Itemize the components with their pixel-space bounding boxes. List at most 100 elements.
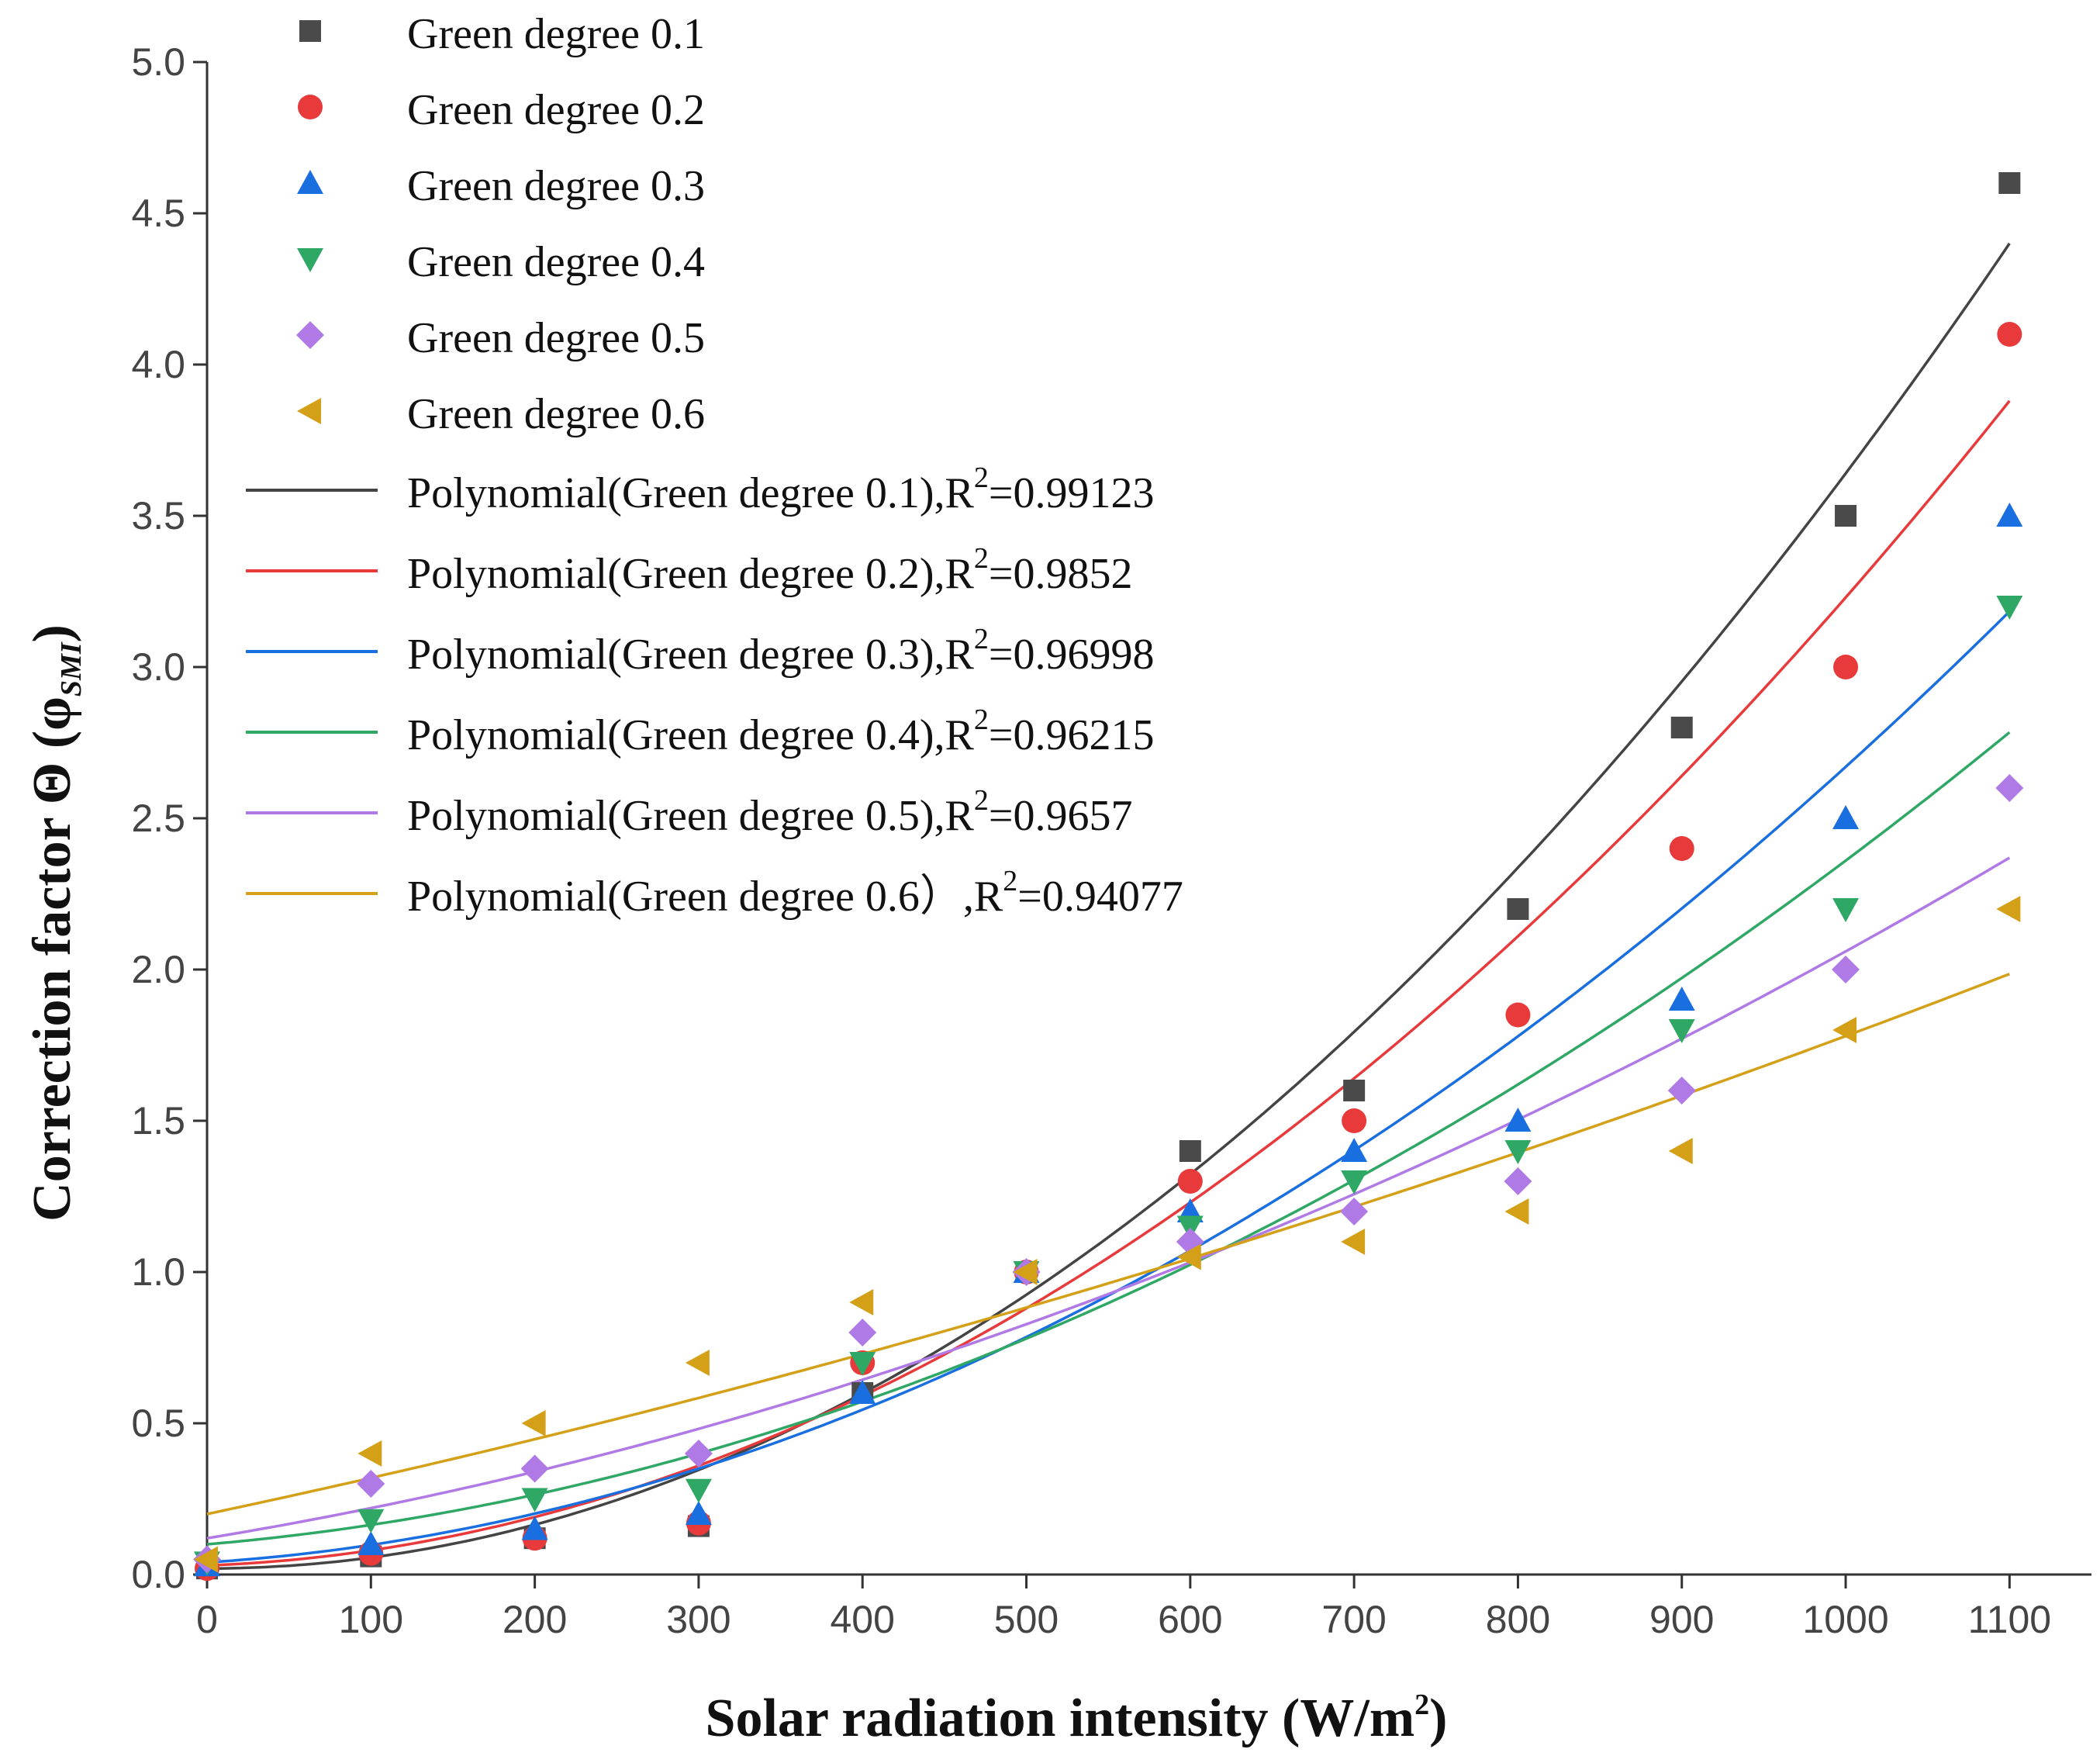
data-point	[848, 1319, 877, 1346]
x-tick-label: 400	[830, 1598, 894, 1641]
legend-label: Green degree 0.2	[407, 86, 705, 134]
data-point	[685, 1350, 710, 1376]
data-point	[1013, 1259, 1038, 1285]
data-point	[1998, 172, 2021, 194]
data-point	[1670, 717, 1693, 738]
y-tick-label: 2.5	[131, 797, 185, 840]
data-point	[849, 1380, 876, 1404]
y-tick-label: 1.5	[131, 1099, 185, 1142]
data-point	[1832, 898, 1860, 922]
data-point	[1504, 1140, 1532, 1164]
data-point	[849, 1289, 874, 1315]
data-point	[357, 1470, 385, 1498]
data-point	[1340, 1198, 1369, 1225]
x-tick-label: 300	[666, 1598, 731, 1641]
data-point	[1835, 505, 1857, 527]
legend-marker	[297, 170, 323, 194]
data-point	[1669, 836, 1694, 861]
legend-label: Green degree 0.4	[407, 238, 705, 286]
fit-lines	[206, 242, 2011, 1570]
legend: Green degree 0.1 Green degree 0.2 Green de…	[246, 10, 1183, 921]
data-point	[1832, 1017, 1857, 1043]
data-point	[1177, 1169, 1203, 1194]
data-point	[685, 1478, 712, 1503]
fit-line	[206, 731, 2011, 1546]
y-tick-label: 5.0	[131, 40, 185, 84]
data-point	[1832, 805, 1860, 829]
x-tick-label: 200	[503, 1598, 567, 1641]
data-point	[1504, 1167, 1532, 1195]
y-tick-label: 4.5	[131, 192, 185, 235]
y-axis-title: Correction factor Θ (φSMI)	[22, 624, 88, 1222]
data-point	[1996, 896, 2021, 922]
y-tick-label: 1.0	[131, 1250, 185, 1294]
legend-label: Green degree 0.6	[407, 390, 705, 438]
legend-marker	[297, 398, 321, 424]
data-point	[520, 1454, 549, 1483]
data-point	[194, 1546, 218, 1573]
x-tick-label: 600	[1158, 1598, 1222, 1641]
x-tick-label: 100	[339, 1598, 403, 1641]
legend-fit-label: Polynomial(Green degree 0.5),R2=0.9657	[407, 784, 1133, 840]
fit-line	[207, 242, 2011, 1570]
data-point	[1505, 1002, 1531, 1028]
data-markers	[193, 172, 2024, 1582]
fit-line	[206, 973, 2010, 1516]
y-tick-label: 0.5	[131, 1402, 185, 1445]
legend-label: Green degree 0.1	[407, 10, 705, 58]
data-point	[1996, 596, 2023, 620]
y-tick-label: 3.5	[131, 494, 185, 538]
data-point	[1179, 1140, 1201, 1162]
data-point	[1504, 1198, 1529, 1225]
data-point	[1176, 1243, 1201, 1270]
data-point	[1997, 322, 2022, 347]
legend-marker	[297, 248, 323, 272]
data-point	[1668, 987, 1695, 1011]
data-point	[684, 1440, 713, 1467]
data-point	[1504, 1108, 1532, 1132]
legend-marker	[298, 95, 323, 119]
fit-line	[206, 399, 2011, 1568]
legend-fit-label: Polynomial(Green degree 0.2),R2=0.9852	[407, 542, 1133, 598]
x-tick-label: 500	[994, 1598, 1059, 1641]
x-tick-label: 0	[196, 1598, 218, 1641]
x-axis-title: Solar radiation intensity (W/m2)	[706, 1689, 1448, 1748]
data-point	[357, 1531, 385, 1555]
data-point	[1995, 774, 2024, 802]
legend-fit-label: Polynomial(Green degree 0.1),R2=0.99123	[407, 461, 1155, 517]
fit-line	[206, 610, 2011, 1564]
legend-marker	[299, 20, 321, 42]
data-point	[1668, 1138, 1693, 1164]
legend-marker	[296, 321, 324, 349]
y-tick-label: 0.0	[131, 1553, 185, 1596]
data-point	[521, 1488, 548, 1512]
data-point	[1341, 1138, 1368, 1162]
y-tick-label: 4.0	[131, 343, 185, 386]
x-tick-label: 800	[1486, 1598, 1550, 1641]
x-tick-label: 1100	[1968, 1598, 2052, 1641]
legend-fit-label: Polynomial(Green degree 0.6）,R2=0.94077	[407, 865, 1183, 921]
data-point	[1341, 1170, 1368, 1194]
data-point	[849, 1352, 876, 1376]
axes: 0 100 200 300 400 500 600 700 800 900 1000 1100 0.0 0…	[131, 40, 2091, 1641]
data-point	[685, 1501, 712, 1525]
legend-fit-label: Polynomial(Green degree 0.4),R2=0.96215	[407, 703, 1155, 759]
data-point	[1342, 1108, 1367, 1133]
data-point	[1832, 956, 1860, 983]
data-point	[521, 1516, 548, 1540]
data-point	[1833, 655, 1859, 679]
data-point	[1668, 1019, 1695, 1043]
data-point	[1667, 1077, 1696, 1104]
legend-fit-label: Polynomial(Green degree 0.3),R2=0.96998	[407, 623, 1155, 679]
y-tick-label: 3.0	[131, 645, 185, 689]
y-tick-label: 2.0	[131, 948, 185, 991]
x-tick-label: 1000	[1802, 1598, 1888, 1641]
x-tick-label: 900	[1649, 1598, 1714, 1641]
legend-label: Green degree 0.3	[407, 162, 705, 210]
x-tick-label: 700	[1321, 1598, 1386, 1641]
data-point	[1341, 1229, 1366, 1255]
data-point	[1507, 898, 1529, 920]
data-point	[357, 1440, 382, 1467]
fit-line	[206, 856, 2011, 1540]
